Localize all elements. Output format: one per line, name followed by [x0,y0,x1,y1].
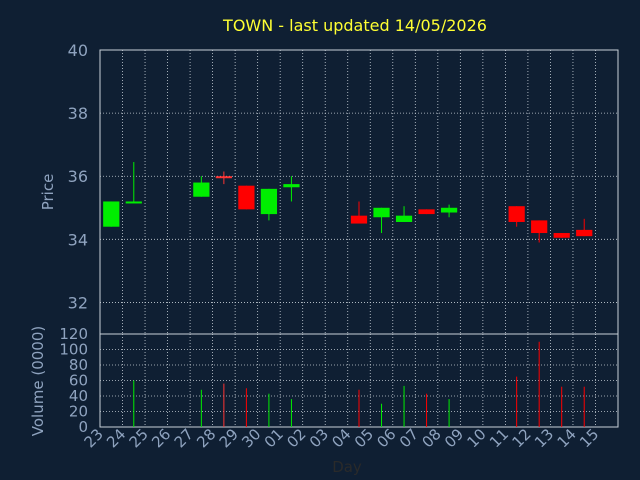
volume-tick-label: 0 [78,418,88,436]
candle-body [103,201,120,227]
x-axis-label: Day [332,458,362,476]
volume-axis-label: Volume (0000) [29,326,47,436]
candle-body [440,207,458,213]
volume-tick-label: 80 [69,356,88,374]
candle-body [193,182,210,197]
volume-tick-label: 60 [69,372,88,390]
candle-body [553,233,570,238]
price-tick-label: 34 [68,230,88,249]
candle-body [238,185,255,210]
candle-body [395,215,413,222]
x-tick-label: 15 [576,425,602,451]
chart-title: TOWN - last updated 14/05/2026 [222,16,487,35]
volume-tick-label: 100 [59,341,88,359]
candle-body [531,220,548,234]
candle-body [125,201,142,204]
candle-body [350,215,368,224]
price-tick-label: 40 [68,41,88,60]
price-tick-label: 36 [68,167,88,186]
candle-body [373,207,390,218]
price-tick-label: 38 [68,104,88,123]
volume-tick-label: 40 [69,387,88,405]
price-panel-border [99,49,619,335]
price-tick-label: 32 [68,293,88,312]
volume-tick-label: 120 [59,325,88,343]
candle-body [418,209,435,215]
candle-body [260,188,278,215]
candle-body [215,176,232,179]
price-axis-label: Price [39,174,57,211]
candle-body [283,184,300,188]
price-panel: 32 34 36 38 40 [68,41,619,335]
x-axis: 2324252627282930010203040506070809101112… [81,425,603,451]
candle-body [576,229,593,237]
candle-body [508,206,525,222]
volume-tick-label: 20 [69,403,88,421]
